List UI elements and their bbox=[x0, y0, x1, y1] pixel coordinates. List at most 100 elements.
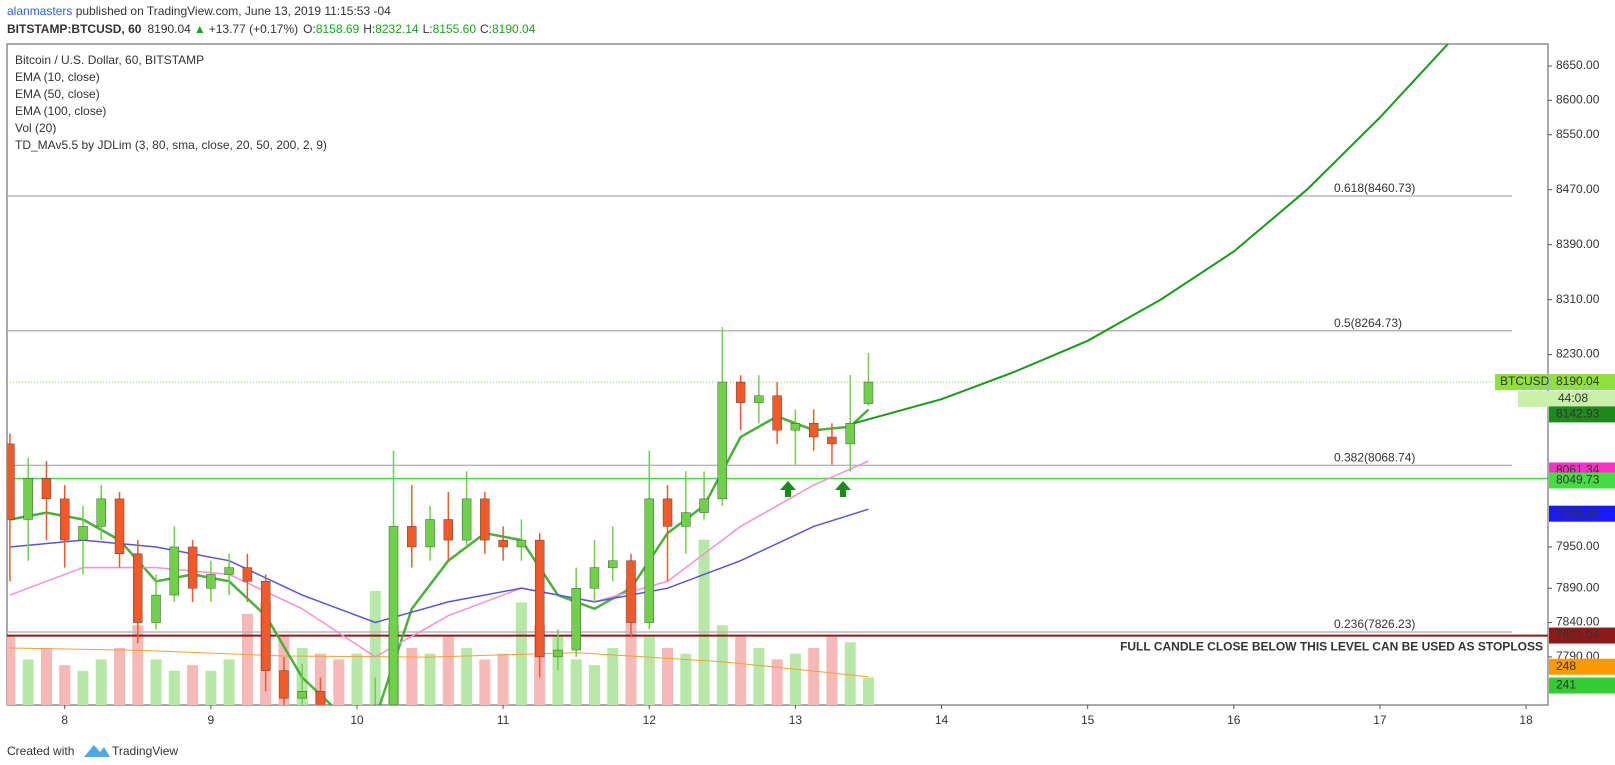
candle-body bbox=[808, 423, 819, 438]
x-tick-label: 16 bbox=[1227, 713, 1241, 727]
candle-body bbox=[644, 498, 654, 623]
y-tick-label: 8310.00 bbox=[1556, 292, 1600, 306]
volume-tag: 248 bbox=[1556, 659, 1576, 673]
candle-body bbox=[60, 498, 70, 541]
ohlc-value: 8158.69 bbox=[316, 22, 360, 36]
candle-body bbox=[717, 381, 728, 500]
legend-item: Vol (20) bbox=[15, 121, 56, 135]
y-tick-label: 8390.00 bbox=[1556, 237, 1600, 251]
candle-body bbox=[461, 498, 472, 541]
y-tick-label: 7840.00 bbox=[1556, 615, 1600, 629]
ema-line bbox=[9, 460, 869, 658]
stoploss-tag-bg bbox=[1549, 627, 1615, 644]
symbol: BITSTAMP:BTCUSD, 60 bbox=[7, 22, 142, 36]
candle-body bbox=[626, 560, 636, 623]
volume-bar bbox=[735, 636, 747, 705]
volume-bar bbox=[570, 659, 582, 705]
candle-body bbox=[78, 526, 88, 541]
x-tick-label: 15 bbox=[1081, 713, 1095, 727]
volume-tag-bg bbox=[1549, 677, 1615, 694]
change: +13.77 (+0.17%) bbox=[209, 22, 298, 36]
volume-bar bbox=[552, 636, 564, 705]
candle-body bbox=[315, 691, 326, 705]
candle-body bbox=[516, 539, 527, 548]
plot: 0.618(8460.73) 0.5(8264.73) 0.382(8068.74)… bbox=[7, 44, 1548, 726]
stoploss-label: FULL CANDLE CLOSE BELOW THIS LEVEL CAN B… bbox=[1120, 640, 1543, 654]
volume-bar bbox=[808, 648, 820, 705]
volume-bar bbox=[424, 653, 436, 705]
brand: TradingView bbox=[112, 744, 178, 758]
candle-body bbox=[96, 498, 106, 527]
countdown: 44:08 bbox=[1558, 391, 1588, 405]
last-name: BTCUSD bbox=[1500, 374, 1550, 388]
candle-body bbox=[279, 670, 289, 699]
arrow-up bbox=[835, 481, 851, 497]
volume-bar bbox=[716, 625, 728, 705]
candle-body bbox=[388, 526, 399, 705]
header-line: alanmasters published on TradingView.com… bbox=[7, 4, 391, 18]
volume-bar bbox=[698, 539, 710, 705]
arrow-up bbox=[780, 481, 796, 497]
volume-bar bbox=[588, 665, 600, 705]
footer: Created with bbox=[7, 744, 74, 758]
volume-bar bbox=[22, 659, 34, 705]
volume-bar bbox=[205, 670, 217, 705]
y-tick-label: 8550.00 bbox=[1556, 127, 1600, 141]
candle-body bbox=[334, 719, 343, 726]
last-price-tag-bg bbox=[1549, 374, 1615, 391]
candle-body bbox=[681, 512, 691, 527]
volume-bar bbox=[40, 648, 52, 705]
support-tag: 8049.73 bbox=[1556, 473, 1600, 487]
ohlc-key: H: bbox=[363, 22, 375, 36]
candle-body bbox=[187, 546, 198, 589]
candle-body bbox=[242, 567, 253, 582]
volume-bar bbox=[150, 659, 162, 705]
volume-ma bbox=[9, 647, 869, 678]
candle-body bbox=[699, 498, 709, 513]
volume-bar bbox=[333, 659, 345, 705]
candle-body bbox=[608, 560, 618, 568]
quote-line: BITSTAMP:BTCUSD, 60 8190.04 ▲ +13.77 (+0.17… bbox=[7, 22, 536, 36]
candle-body bbox=[735, 381, 746, 403]
last-price-tag: 8190.04 bbox=[1556, 374, 1600, 388]
volume-bar bbox=[625, 579, 637, 705]
volume-bar bbox=[7, 636, 16, 705]
y-tick-label: 8650.00 bbox=[1556, 58, 1600, 72]
last-name-bg bbox=[1495, 374, 1548, 391]
volume-bar bbox=[95, 659, 107, 705]
ohlc-value: 8190.04 bbox=[492, 22, 536, 36]
x-tick-label: 11 bbox=[497, 713, 510, 727]
legend-title: Bitcoin / U.S. Dollar, 60, BITSTAMP bbox=[15, 53, 204, 67]
author: alanmasters bbox=[7, 4, 72, 18]
candle-body bbox=[7, 443, 15, 520]
volume-bar bbox=[461, 648, 473, 705]
candle-body bbox=[23, 478, 33, 520]
legend-item: TD_MAv5.5 by JDLim (3, 80, sma, close, 2… bbox=[15, 138, 327, 152]
y-tick-label: 8600.00 bbox=[1556, 93, 1600, 107]
candle-body bbox=[114, 498, 125, 555]
volume-bar bbox=[497, 653, 509, 705]
volume-bar bbox=[479, 659, 491, 705]
published: published on TradingView.com, June 13, 2… bbox=[72, 4, 391, 18]
candle-body bbox=[772, 395, 782, 431]
volume-bar bbox=[132, 625, 144, 705]
volume-tag: 241 bbox=[1556, 678, 1576, 692]
candle-body bbox=[480, 498, 490, 541]
quote: 8190.04 bbox=[147, 22, 191, 36]
price-tag-bg bbox=[1549, 505, 1615, 522]
candle-body bbox=[553, 649, 563, 658]
candle-body bbox=[425, 519, 435, 548]
ohlc-value: 8232.14 bbox=[375, 22, 419, 36]
x-tick-label: 9 bbox=[208, 713, 215, 727]
ohlc-key: C: bbox=[480, 22, 492, 36]
volume-bar bbox=[114, 648, 126, 705]
ohlc-value: 8155.60 bbox=[433, 22, 477, 36]
candle-body bbox=[224, 567, 234, 575]
volume-bar bbox=[406, 648, 418, 705]
support-tag-bg bbox=[1549, 472, 1615, 489]
candle-body bbox=[133, 553, 143, 623]
legend-item: EMA (100, close) bbox=[15, 104, 106, 118]
candle-body bbox=[443, 519, 454, 541]
